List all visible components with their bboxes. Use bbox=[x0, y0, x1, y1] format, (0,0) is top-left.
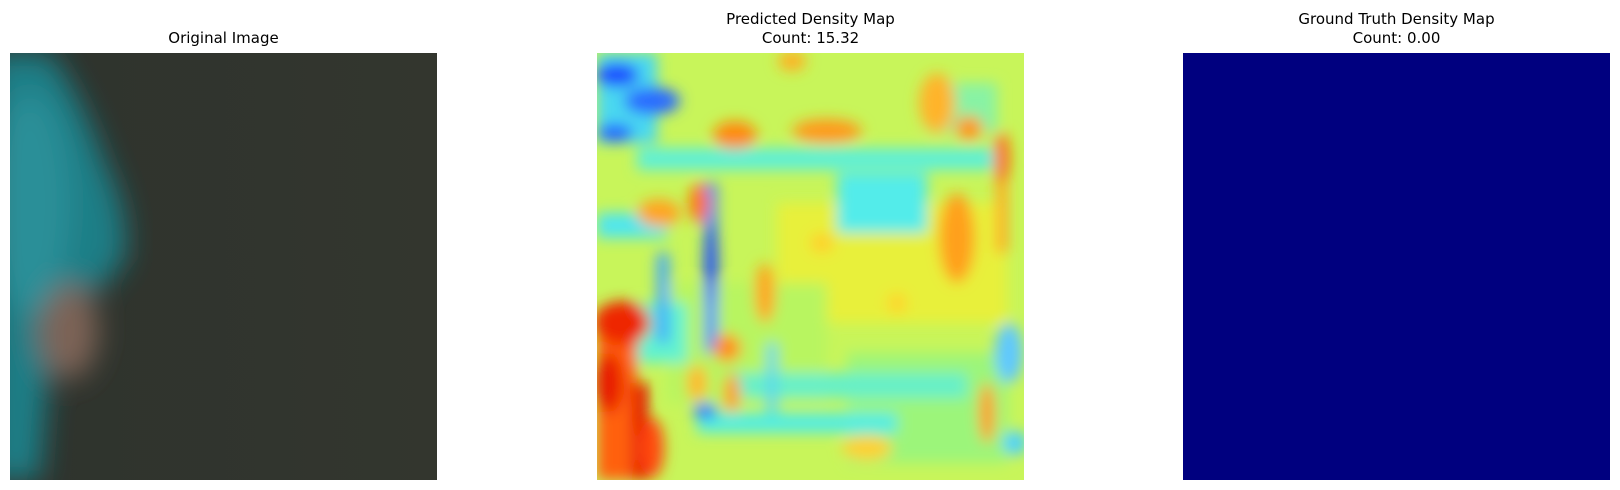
skin-shape bbox=[38, 283, 98, 379]
ground-truth-heatmap bbox=[1183, 53, 1610, 480]
subject-highlight bbox=[10, 93, 70, 313]
title-line: Count: 0.00 bbox=[1352, 29, 1441, 47]
panel-title-original: Original Image bbox=[10, 29, 437, 48]
panel-original: Original Image bbox=[10, 0, 437, 480]
predicted-heatmap-svg bbox=[597, 53, 1024, 480]
original-image bbox=[10, 53, 437, 480]
panel-title-ground-truth: Ground Truth Density Map Count: 0.00 bbox=[1183, 10, 1610, 48]
panel-predicted: Predicted Density Map Count: 15.32 bbox=[597, 0, 1024, 480]
predicted-heatmap bbox=[597, 53, 1024, 480]
panel-title-predicted: Predicted Density Map Count: 15.32 bbox=[597, 10, 1024, 48]
ground-truth-heatmap-svg bbox=[1183, 53, 1610, 480]
title-line: Count: 15.32 bbox=[761, 29, 860, 47]
original-image-svg bbox=[10, 53, 437, 480]
panel-ground-truth: Ground Truth Density Map Count: 0.00 bbox=[1183, 0, 1610, 480]
title-line: Original Image bbox=[168, 29, 279, 47]
title-line: Ground Truth Density Map bbox=[1298, 10, 1495, 28]
ground-truth-fill bbox=[1183, 53, 1610, 480]
title-line: Predicted Density Map bbox=[726, 10, 895, 28]
